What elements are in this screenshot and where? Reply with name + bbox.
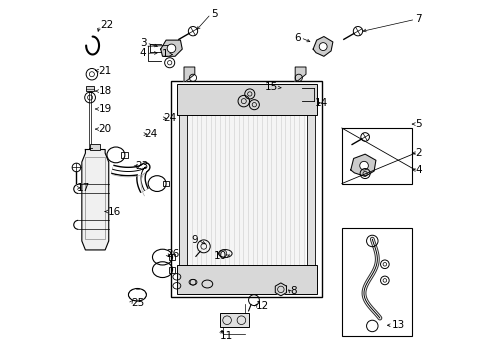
- Text: 18: 18: [98, 86, 112, 96]
- Polygon shape: [275, 283, 287, 296]
- Text: 2: 2: [416, 148, 422, 158]
- Text: 9: 9: [191, 235, 197, 245]
- Text: 15: 15: [265, 82, 278, 93]
- Bar: [169, 254, 175, 260]
- Text: 16: 16: [108, 207, 121, 217]
- Polygon shape: [184, 67, 195, 81]
- Bar: [220, 314, 248, 327]
- Text: 24: 24: [144, 129, 157, 139]
- Text: 6: 6: [294, 33, 300, 42]
- Text: 22: 22: [100, 20, 113, 30]
- Bar: [169, 267, 175, 273]
- Text: 17: 17: [77, 183, 91, 193]
- Bar: [177, 84, 317, 116]
- Polygon shape: [295, 67, 306, 81]
- Bar: [172, 81, 322, 297]
- Bar: [342, 228, 412, 336]
- Circle shape: [360, 161, 368, 170]
- Text: 4: 4: [416, 165, 422, 175]
- Text: 5: 5: [416, 119, 422, 129]
- Text: 12: 12: [256, 301, 269, 311]
- Polygon shape: [351, 154, 376, 176]
- Bar: [85, 157, 105, 239]
- Text: 24: 24: [163, 113, 176, 123]
- Polygon shape: [313, 37, 333, 56]
- Bar: [179, 103, 187, 268]
- Text: 13: 13: [392, 320, 405, 330]
- Bar: [187, 116, 306, 265]
- Text: 7: 7: [416, 14, 422, 24]
- Text: 20: 20: [98, 124, 112, 134]
- Circle shape: [167, 44, 176, 53]
- Bar: [177, 265, 317, 294]
- Text: 8: 8: [290, 286, 296, 296]
- Polygon shape: [82, 149, 109, 250]
- Polygon shape: [161, 40, 182, 56]
- Text: 19: 19: [98, 104, 112, 114]
- Text: 21: 21: [98, 66, 112, 76]
- Bar: [307, 103, 315, 268]
- Text: 4: 4: [140, 48, 147, 58]
- Text: 1: 1: [162, 49, 169, 59]
- Bar: [90, 144, 100, 149]
- Text: 23: 23: [136, 161, 149, 171]
- Text: 5: 5: [211, 9, 218, 19]
- Circle shape: [319, 42, 327, 50]
- Bar: [163, 181, 169, 186]
- Text: 25: 25: [131, 298, 144, 308]
- Text: 14: 14: [315, 98, 328, 108]
- Bar: [86, 86, 95, 91]
- Text: 11: 11: [220, 331, 233, 341]
- Bar: [342, 128, 412, 184]
- Text: 10: 10: [214, 251, 227, 261]
- Text: 26: 26: [166, 248, 179, 258]
- Bar: [122, 152, 128, 158]
- Text: 3: 3: [140, 38, 147, 48]
